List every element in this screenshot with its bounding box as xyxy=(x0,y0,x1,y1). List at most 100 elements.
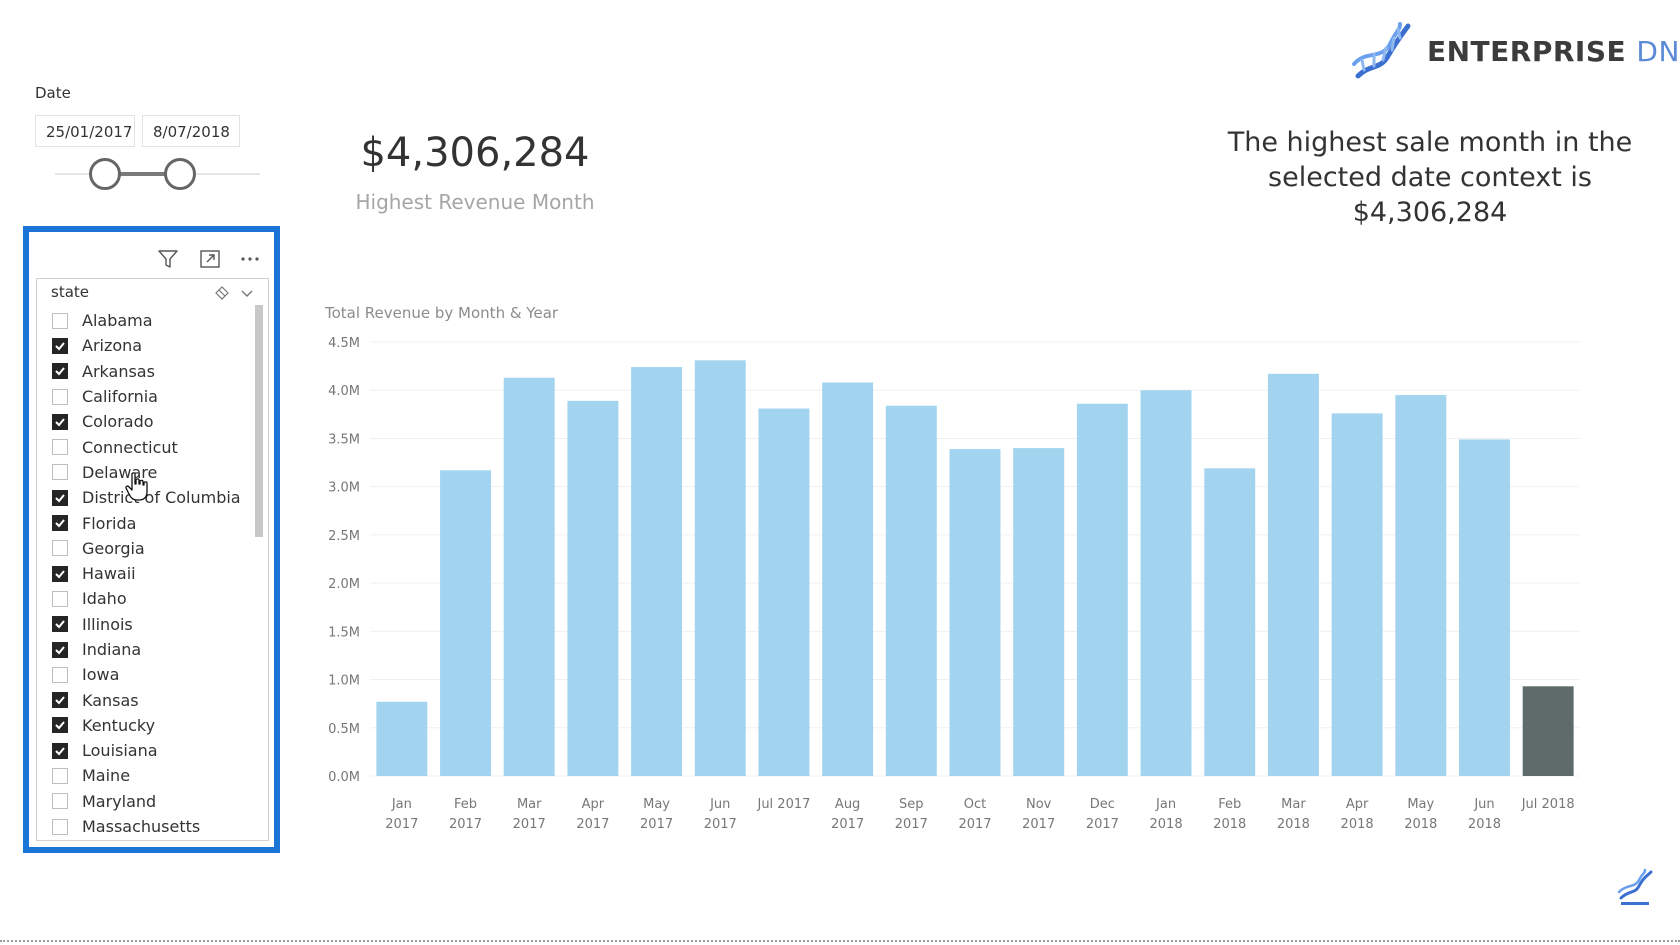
state-checkbox[interactable] xyxy=(52,337,68,354)
x-tick-label: Nov 2017 xyxy=(1022,797,1055,830)
x-tick-label: Feb 2018 xyxy=(1213,797,1246,830)
logo-word-dna: DNA xyxy=(1636,35,1680,68)
date-slider-range xyxy=(105,172,180,176)
state-label: Arizona xyxy=(82,336,143,356)
x-tick-label: Jun 2017 xyxy=(704,797,737,830)
state-checkbox[interactable] xyxy=(52,616,68,633)
state-list-item[interactable]: Connecticut xyxy=(52,434,252,459)
state-checkbox[interactable] xyxy=(52,464,68,481)
x-tick-label: Apr 2017 xyxy=(576,797,609,830)
state-list-item[interactable]: Alabama xyxy=(52,308,252,333)
date-start-input[interactable]: 25/01/2017 xyxy=(35,115,135,147)
bar[interactable] xyxy=(694,360,746,776)
bar[interactable] xyxy=(949,449,1001,776)
bar[interactable] xyxy=(1076,403,1128,776)
date-end-input[interactable]: 8/07/2018 xyxy=(142,115,240,147)
state-label: Idaho xyxy=(82,589,127,609)
state-checkbox[interactable] xyxy=(52,312,68,329)
state-checkbox[interactable] xyxy=(52,565,68,582)
kpi-value: $4,306,284 xyxy=(360,130,590,176)
state-list-item[interactable]: Florida xyxy=(52,510,252,535)
state-label: Indiana xyxy=(82,640,142,659)
state-list-item[interactable]: Kentucky xyxy=(52,713,252,738)
state-list-item[interactable]: Delaware xyxy=(52,460,252,485)
subscribe-dna-icon[interactable] xyxy=(1615,868,1655,908)
bar[interactable] xyxy=(567,400,619,776)
state-checkbox[interactable] xyxy=(52,413,68,430)
state-slicer-visual xyxy=(36,278,269,841)
state-checkbox[interactable] xyxy=(52,363,68,380)
state-list-item[interactable]: Iowa xyxy=(52,662,252,687)
state-list-item[interactable]: District of Columbia xyxy=(52,485,252,510)
bar[interactable] xyxy=(1395,395,1447,776)
bar[interactable] xyxy=(1204,468,1256,776)
x-tick-label: Feb 2017 xyxy=(449,797,482,830)
state-checkbox[interactable] xyxy=(52,439,68,456)
state-list-scrollbar[interactable] xyxy=(255,305,263,537)
chevron-down-icon[interactable] xyxy=(239,285,255,301)
state-list-item[interactable]: Louisiana xyxy=(52,738,252,763)
dna-logo-icon xyxy=(1352,22,1411,79)
state-list-item[interactable]: Arkansas xyxy=(52,359,252,384)
state-checkbox[interactable] xyxy=(52,717,68,734)
bar[interactable] xyxy=(1331,413,1383,776)
state-list-item[interactable]: Georgia xyxy=(52,536,252,561)
state-list-item[interactable]: Hawaii xyxy=(52,561,252,586)
bar[interactable] xyxy=(1522,686,1574,776)
y-tick-label: 0.0M xyxy=(328,770,360,785)
state-list-item[interactable]: Colorado xyxy=(52,409,252,434)
state-label: Kentucky xyxy=(82,715,156,735)
eraser-icon[interactable] xyxy=(214,286,229,301)
bar[interactable] xyxy=(1013,448,1065,776)
state-list-item[interactable]: Maine xyxy=(52,763,252,788)
y-tick-label: 4.0M xyxy=(328,384,360,399)
date-slider-end-handle[interactable] xyxy=(164,158,196,190)
state-list-item[interactable]: Kansas xyxy=(52,687,252,712)
state-checkbox[interactable] xyxy=(52,641,68,658)
state-list-item[interactable]: Illinois xyxy=(52,612,252,637)
date-slider-start-handle[interactable] xyxy=(89,158,121,190)
state-checkbox[interactable] xyxy=(52,515,68,532)
state-list-item[interactable]: Idaho xyxy=(52,586,252,611)
state-label: Delaware xyxy=(82,462,158,482)
bar[interactable] xyxy=(822,382,874,776)
bar[interactable] xyxy=(758,408,810,776)
state-checkbox[interactable] xyxy=(52,666,68,683)
bar[interactable] xyxy=(1140,390,1192,776)
state-checkbox[interactable] xyxy=(52,767,68,784)
state-checkbox[interactable] xyxy=(52,692,68,709)
state-list-item[interactable]: Indiana xyxy=(52,637,252,662)
state-checkbox[interactable] xyxy=(52,742,68,759)
focus-mode-icon[interactable] xyxy=(199,248,221,270)
bar[interactable] xyxy=(631,367,683,776)
state-checkbox[interactable] xyxy=(52,793,68,810)
bar[interactable] xyxy=(440,470,491,776)
more-options-icon[interactable] xyxy=(239,248,261,270)
state-list-item[interactable]: Maryland xyxy=(52,789,252,814)
state-list-item[interactable]: Arizona xyxy=(52,333,252,358)
filter-icon[interactable] xyxy=(157,248,179,270)
bar[interactable] xyxy=(376,701,428,776)
state-checkbox[interactable] xyxy=(52,388,68,405)
bar[interactable] xyxy=(1459,439,1510,776)
revenue-bar-chart: 0.0M 0.5M 1.0M 1.5M 2.0M 2.5M 3.0M 3.5M 4.0M 4.5M… xyxy=(328,336,1580,830)
state-list-item[interactable]: California xyxy=(52,384,252,409)
mouse-pointer-hand-icon xyxy=(125,472,148,501)
state-label: Alabama xyxy=(82,311,153,331)
state-label: Georgia xyxy=(82,538,145,558)
bar[interactable] xyxy=(503,377,555,776)
bar[interactable] xyxy=(885,405,937,776)
state-checkbox[interactable] xyxy=(52,540,68,557)
y-tick-label: 3.5M xyxy=(328,432,360,447)
state-checkbox[interactable] xyxy=(52,590,68,607)
state-label: California xyxy=(82,387,158,407)
state-checkbox[interactable] xyxy=(52,818,68,835)
state-list-item[interactable]: Massachusetts xyxy=(52,814,252,839)
state-checkbox[interactable] xyxy=(52,489,68,506)
state-label: Louisiana xyxy=(82,741,158,761)
state-label: Maine xyxy=(82,766,131,786)
bar[interactable] xyxy=(1267,373,1319,776)
state-label: Maryland xyxy=(82,791,157,811)
x-tick-label: Jul 2018 xyxy=(1521,797,1575,812)
x-tick-label: Mar 2017 xyxy=(513,797,546,830)
